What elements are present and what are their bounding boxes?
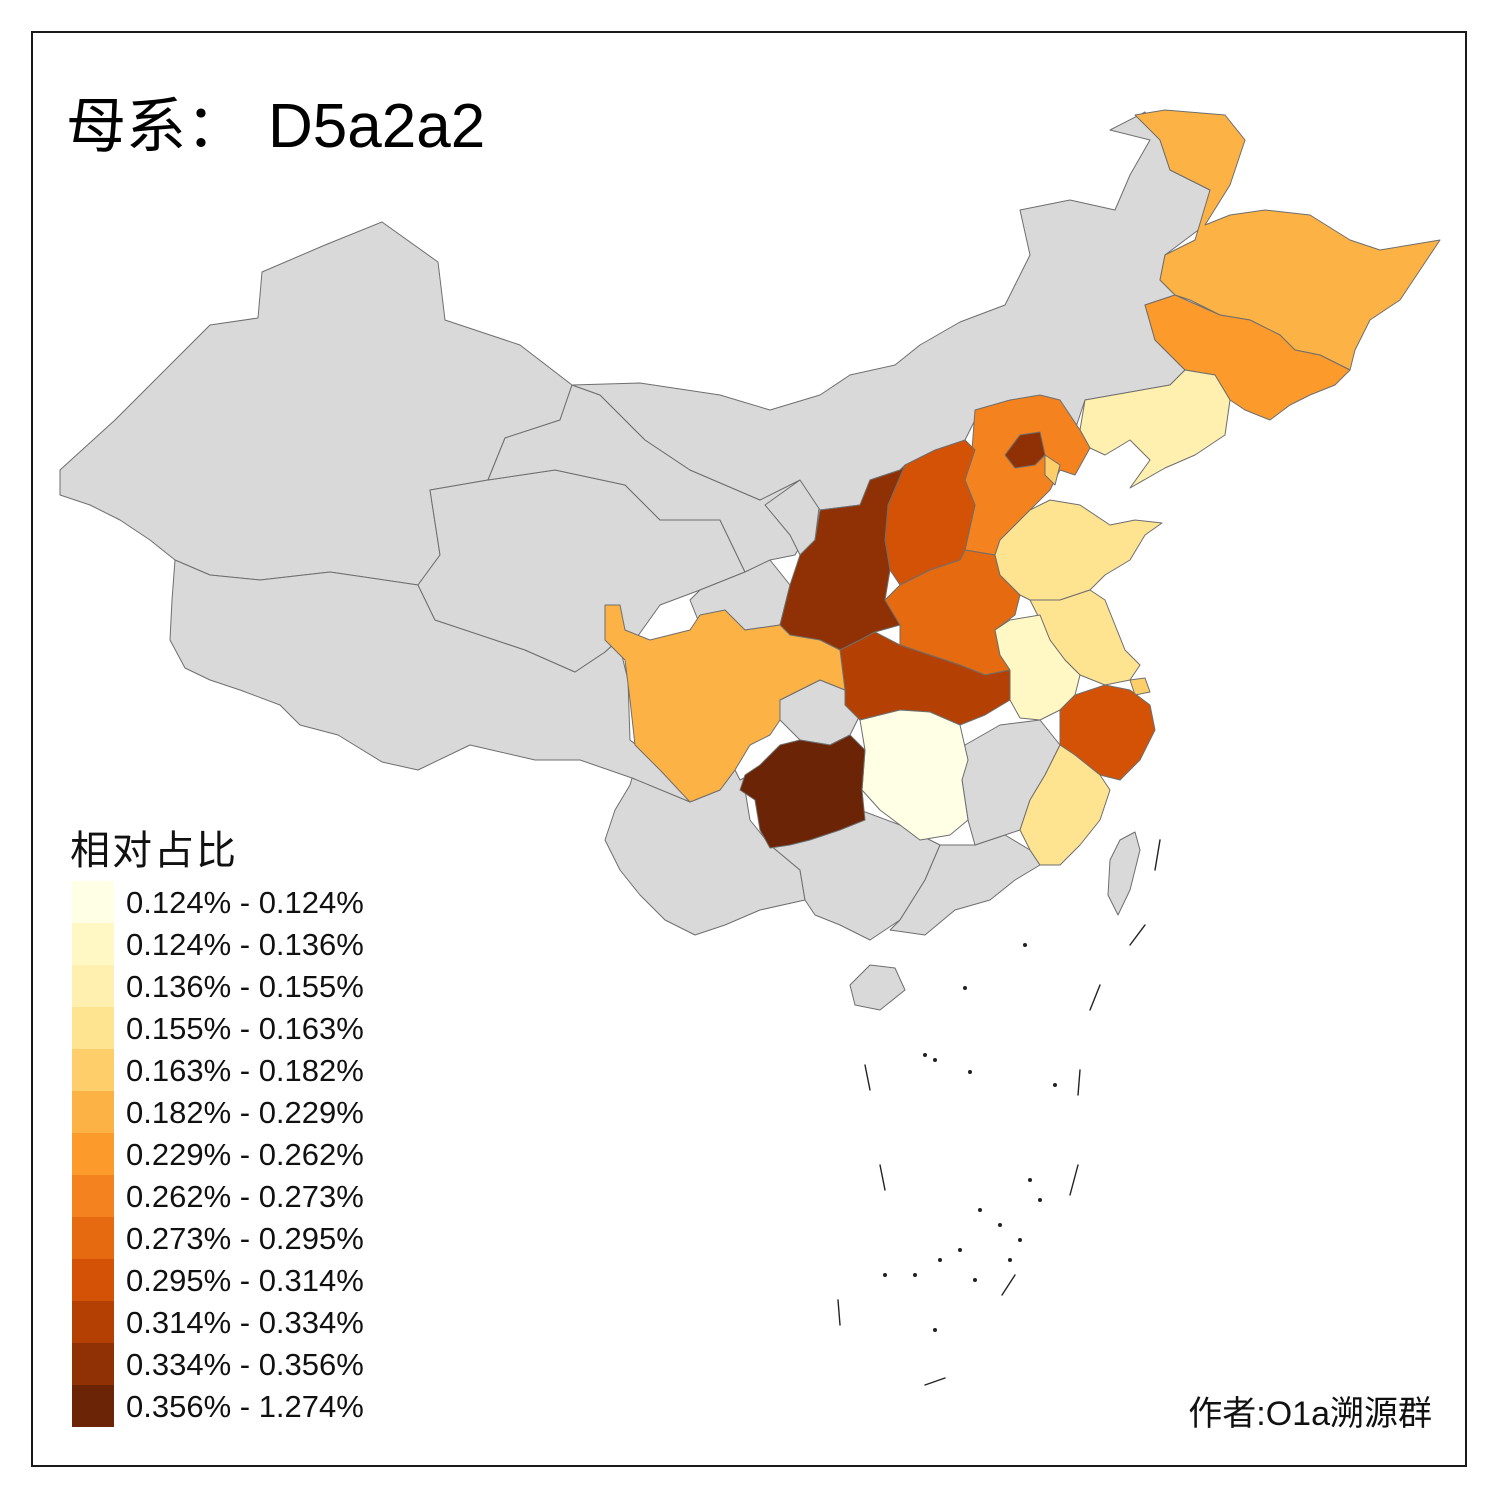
title-label: 母系： (66, 92, 246, 162)
legend-item: 0.136% - 0.155% (72, 965, 402, 1007)
island-dot (1053, 1083, 1057, 1087)
legend-swatch (72, 965, 114, 1007)
legend-range-label: 0.124% - 0.124% (126, 885, 364, 920)
legend-swatch (72, 1133, 114, 1175)
province-taiwan (1107, 831, 1141, 916)
island-outline (837, 1299, 841, 1326)
legend-range-label: 0.356% - 1.274% (126, 1389, 364, 1424)
legend-swatch (72, 1385, 114, 1427)
island-outline (1154, 839, 1161, 871)
legend-range-label: 0.295% - 0.314% (126, 1263, 364, 1298)
island-dot (1023, 943, 1027, 947)
island-dot (883, 1273, 887, 1277)
island-dot (958, 1248, 962, 1252)
legend-item: 0.182% - 0.229% (72, 1091, 402, 1133)
island-outline (1089, 984, 1101, 1011)
island-dot (1008, 1258, 1012, 1262)
legend-range-label: 0.334% - 0.356% (126, 1347, 364, 1382)
island-dot (933, 1058, 937, 1062)
legend-range-label: 0.136% - 0.155% (126, 969, 364, 1004)
legend-item: 0.262% - 0.273% (72, 1175, 402, 1217)
province-fujian (1019, 744, 1111, 866)
legend-range-label: 0.163% - 0.182% (126, 1053, 364, 1088)
legend-title: 相对占比 (70, 828, 238, 874)
legend: 相对占比 0.124% - 0.124% 0.124% - 0.136% 0.136… (70, 818, 364, 1427)
legend-swatch (72, 1301, 114, 1343)
island-outline (1129, 924, 1146, 946)
legend-swatch (72, 1091, 114, 1133)
legend-swatch (72, 923, 114, 965)
island-dot (978, 1208, 982, 1212)
island-dot (963, 986, 967, 990)
island-outline (1069, 1164, 1079, 1196)
island-outline (864, 1064, 871, 1091)
legend-item: 0.163% - 0.182% (72, 1049, 402, 1091)
island-dot (923, 1053, 927, 1057)
province-guizhou (739, 734, 866, 849)
island-dot (933, 1328, 937, 1332)
legend-range-label: 0.155% - 0.163% (126, 1011, 364, 1046)
province-hunan (859, 709, 969, 841)
legend-item: 0.356% - 1.274% (72, 1385, 402, 1427)
legend-range-label: 0.182% - 0.229% (126, 1095, 364, 1130)
province-tianjin (1044, 454, 1061, 486)
island-dot (973, 1278, 977, 1282)
province-shandong (994, 499, 1163, 601)
province-inner-mongolia (571, 111, 1211, 511)
map-frame (31, 31, 1467, 1467)
legend-item: 0.155% - 0.163% (72, 1007, 402, 1049)
legend-swatch (72, 1175, 114, 1217)
island-dot (1038, 1198, 1042, 1202)
legend-swatch (72, 1049, 114, 1091)
legend-range-label: 0.124% - 0.136% (126, 927, 364, 962)
legend-range-label: 0.273% - 0.295% (126, 1221, 364, 1256)
legend-item: 0.124% - 0.124% (72, 881, 402, 923)
legend-item: 0.314% - 0.334% (72, 1301, 402, 1343)
island-outline (879, 1164, 886, 1191)
haplogroup-name: D5a2a2 (268, 92, 486, 161)
province-sichuan (604, 604, 846, 803)
province-heilongjiang (1134, 109, 1441, 371)
island-outline (924, 1377, 946, 1386)
island-dot (1018, 1238, 1022, 1242)
map-title: 母系： D5a2a2 (66, 78, 485, 165)
legend-swatch (72, 1007, 114, 1049)
province-liaoning (1079, 369, 1231, 489)
legend-range-label: 0.229% - 0.262% (126, 1137, 364, 1172)
legend-swatch (72, 1217, 114, 1259)
author-credit: 作者:O1a溯源群 (1188, 1395, 1432, 1433)
legend-swatch (72, 1343, 114, 1385)
legend-range-label: 0.314% - 0.334% (126, 1305, 364, 1340)
island-outline (1077, 1069, 1081, 1096)
legend-range-label: 0.262% - 0.273% (126, 1179, 364, 1214)
island-outline (1001, 1274, 1016, 1296)
legend-swatch (72, 881, 114, 923)
island-dot (938, 1258, 942, 1262)
legend-item: 0.124% - 0.136% (72, 923, 402, 965)
legend-item: 0.229% - 0.262% (72, 1133, 402, 1175)
legend-item: 0.295% - 0.314% (72, 1259, 402, 1301)
legend-item: 0.273% - 0.295% (72, 1217, 402, 1259)
legend-swatch (72, 1259, 114, 1301)
island-dot (998, 1223, 1002, 1227)
province-shanghai (1129, 677, 1151, 696)
island-dot (913, 1273, 917, 1277)
province-anhui (994, 614, 1081, 721)
province-hainan (849, 964, 906, 1011)
island-dot (1028, 1178, 1032, 1182)
legend-item: 0.334% - 0.356% (72, 1343, 402, 1385)
island-dot (968, 1070, 972, 1074)
